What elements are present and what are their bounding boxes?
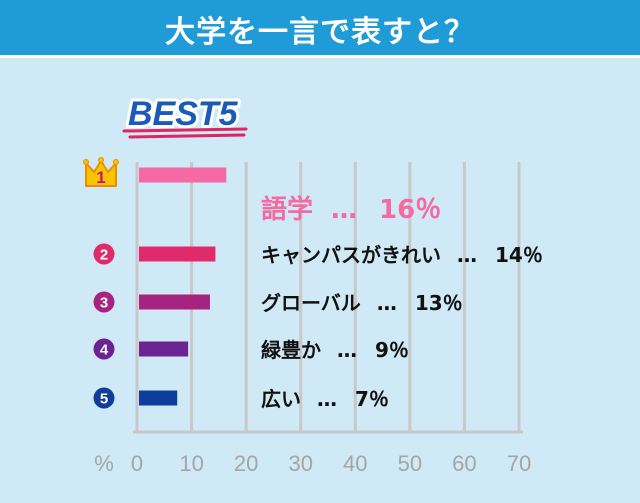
- x-tick-label: 70: [507, 451, 531, 476]
- bar-category-label: 広い: [261, 387, 301, 411]
- bar-label: 語学 … 16％: [261, 194, 441, 225]
- x-tick-label: 60: [452, 451, 476, 476]
- rank-circle-icon: 4: [93, 338, 115, 360]
- page-title: 大学を一言で表すと？: [165, 15, 475, 50]
- bar-value-label: 14％: [495, 243, 543, 267]
- bar-separator: …: [317, 387, 337, 411]
- rank-circle-icon: 5: [93, 387, 115, 409]
- rank-number: 4: [100, 342, 109, 359]
- bar-value-label: 7％: [355, 387, 389, 411]
- bar-label: 緑豊か … 9％: [261, 338, 409, 362]
- rank-number: 2: [100, 247, 108, 264]
- bar: [139, 294, 210, 310]
- bar-separator: …: [457, 243, 477, 267]
- rank-circle-icon: 2: [93, 243, 115, 265]
- x-tick-label: 40: [343, 451, 367, 476]
- bar: [139, 246, 216, 262]
- best5-badge-outline: BEST5: [128, 95, 239, 133]
- badge-underline: [122, 127, 248, 139]
- best5-badge-text: BEST5: [128, 95, 239, 133]
- x-tick-label: 10: [179, 451, 203, 476]
- bar-category-label: グローバル: [261, 291, 361, 315]
- bar: [139, 341, 189, 357]
- bar-value-label: 9％: [375, 338, 409, 362]
- x-tick-label: 50: [398, 451, 422, 476]
- x-tick-label: 30: [288, 451, 312, 476]
- best5-badge: BEST5 BEST5: [122, 92, 248, 139]
- bar-separator: …: [337, 338, 357, 362]
- x-tick-label: 0: [131, 451, 143, 476]
- rank-number: 3: [100, 295, 108, 312]
- ranking-bar-chart: BEST5 BEST5 1 語学 … 16％ 2 キャンパスがきれい … 14％ 3 グローバル ……: [83, 92, 543, 476]
- bar: [139, 167, 227, 183]
- bar: [139, 390, 178, 406]
- rank-number: 1: [96, 168, 105, 187]
- rank-circle-icon: 3: [93, 291, 115, 313]
- bar-value-label: 13％: [415, 291, 463, 315]
- bar-category-label: 緑豊か: [261, 338, 321, 362]
- bar-label: キャンパスがきれい … 14％: [261, 243, 543, 267]
- crown-rank-icon: 1: [83, 157, 119, 187]
- bar-separator: …: [331, 195, 357, 225]
- bar-label: グローバル … 13％: [261, 291, 463, 315]
- x-axis-label: %: [94, 451, 114, 476]
- bar-value-label: 16％: [379, 195, 441, 225]
- bar-category-label: 語学: [261, 194, 313, 225]
- header-bar: 大学を一言で表すと？: [0, 0, 640, 58]
- bar-label: 広い … 7％: [261, 387, 389, 411]
- bar-separator: …: [377, 291, 397, 315]
- x-tick-label: 20: [234, 451, 258, 476]
- rank-number: 5: [100, 391, 108, 408]
- bar-category-label: キャンパスがきれい: [261, 243, 441, 267]
